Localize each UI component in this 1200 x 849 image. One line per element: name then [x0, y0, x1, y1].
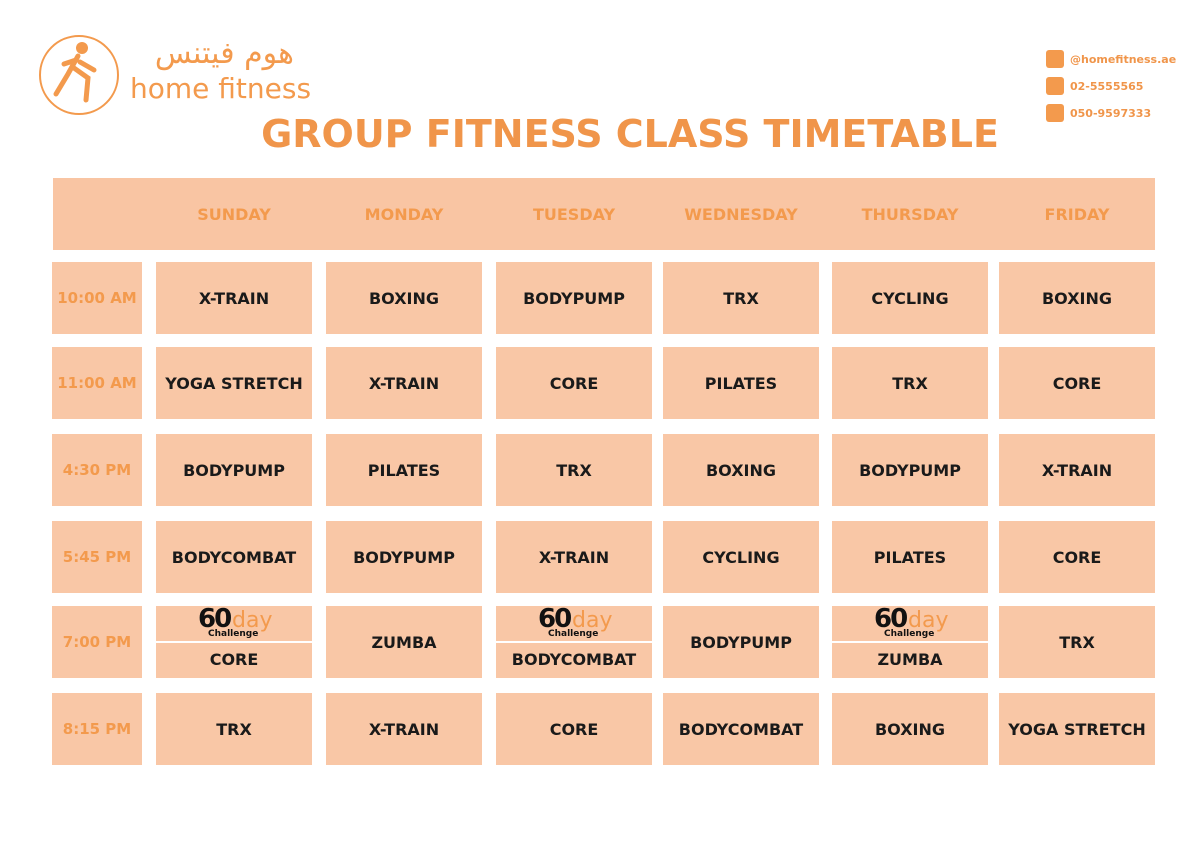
class-cell: 60 day Challenge BODYCOMBAT [496, 604, 652, 678]
time-cell: 8:15 PM [52, 693, 142, 765]
time-cell: 5:45 PM [52, 521, 142, 593]
class-cell: TRX [999, 606, 1155, 678]
class-cell: BODYCOMBAT [663, 693, 819, 765]
class-cell: 60 day Challenge ZUMBA [832, 604, 988, 678]
class-cell: TRX [832, 347, 988, 419]
challenge-badge: 60 day Challenge [156, 604, 312, 643]
badge-unit: day [908, 608, 949, 633]
contact-icon [1046, 77, 1064, 95]
class-cell: CORE [496, 347, 652, 419]
class-cell: BOXING [326, 262, 482, 334]
contact-icon [1046, 50, 1064, 68]
class-name: BODYCOMBAT [511, 650, 637, 669]
day-header: SUNDAY [197, 204, 271, 224]
class-name: CORE [209, 650, 259, 669]
class-cell: X-TRAIN [156, 262, 312, 334]
contact-icon [1046, 104, 1064, 122]
title: GROUP FITNESS CLASS TIMETABLE [261, 112, 999, 156]
day-header: TUESDAY [532, 204, 616, 224]
badge-unit: day [572, 608, 613, 633]
contact: 02-5555565 [1046, 77, 1143, 95]
logo-icon [39, 35, 119, 115]
badge-text: Challenge [548, 629, 599, 639]
class-cell: BODYPUMP [832, 434, 988, 506]
class-cell: X-TRAIN [326, 693, 482, 765]
class-cell: YOGA STRETCH [156, 347, 312, 419]
contact-text: 02-5555565 [1070, 79, 1144, 93]
badge-number: 60 [538, 604, 572, 634]
day-header: WEDNESDAY [684, 204, 798, 224]
day-header: THURSDAY [861, 204, 959, 224]
class-cell: PILATES [326, 434, 482, 506]
class-cell: BODYPUMP [496, 262, 652, 334]
class-cell: BOXING [999, 262, 1155, 334]
contact: @homefitness.ae [1046, 50, 1176, 68]
class-cell: CORE [496, 693, 652, 765]
class-cell: BOXING [832, 693, 988, 765]
day-header: FRIDAY [1044, 204, 1110, 224]
class-cell: X-TRAIN [326, 347, 482, 419]
class-cell: BOXING [663, 434, 819, 506]
class-cell: 60 day Challenge CORE [156, 604, 312, 678]
time-cell: 10:00 AM [52, 262, 142, 334]
time-cell: 11:00 AM [52, 347, 142, 419]
badge-unit: day [232, 608, 273, 633]
contact-text: @homefitness.ae [1070, 52, 1177, 66]
badge-text: Challenge [208, 629, 259, 639]
class-cell: PILATES [663, 347, 819, 419]
contact-text: 050-9597333 [1070, 106, 1152, 120]
time-cell: 7:00 PM [52, 606, 142, 678]
challenge-badge: 60 day Challenge [496, 604, 652, 643]
class-cell: YOGA STRETCH [999, 693, 1155, 765]
class-cell: TRX [663, 262, 819, 334]
header-band [53, 178, 1155, 250]
logo-text: home fitness [130, 72, 312, 105]
badge-number: 60 [874, 604, 908, 634]
class-cell: ZUMBA [326, 606, 482, 678]
day-header: MONDAY [364, 204, 444, 224]
class-cell: CORE [999, 347, 1155, 419]
class-cell: CYCLING [663, 521, 819, 593]
class-cell: BODYCOMBAT [156, 521, 312, 593]
class-cell: CORE [999, 521, 1155, 593]
class-cell: TRX [496, 434, 652, 506]
class-cell: X-TRAIN [496, 521, 652, 593]
class-cell: BODYPUMP [663, 606, 819, 678]
class-cell: TRX [156, 693, 312, 765]
class-cell: X-TRAIN [999, 434, 1155, 506]
class-cell: BODYPUMP [156, 434, 312, 506]
badge-text: Challenge [884, 629, 935, 639]
class-name: ZUMBA [877, 650, 943, 669]
class-cell: CYCLING [832, 262, 988, 334]
class-cell: PILATES [832, 521, 988, 593]
badge-number: 60 [198, 604, 232, 634]
time-cell: 4:30 PM [52, 434, 142, 506]
challenge-badge: 60 day Challenge [832, 604, 988, 643]
class-cell: BODYPUMP [326, 521, 482, 593]
logo-arabic: هوم فيتنس [154, 36, 294, 71]
contact: 050-9597333 [1046, 104, 1151, 122]
